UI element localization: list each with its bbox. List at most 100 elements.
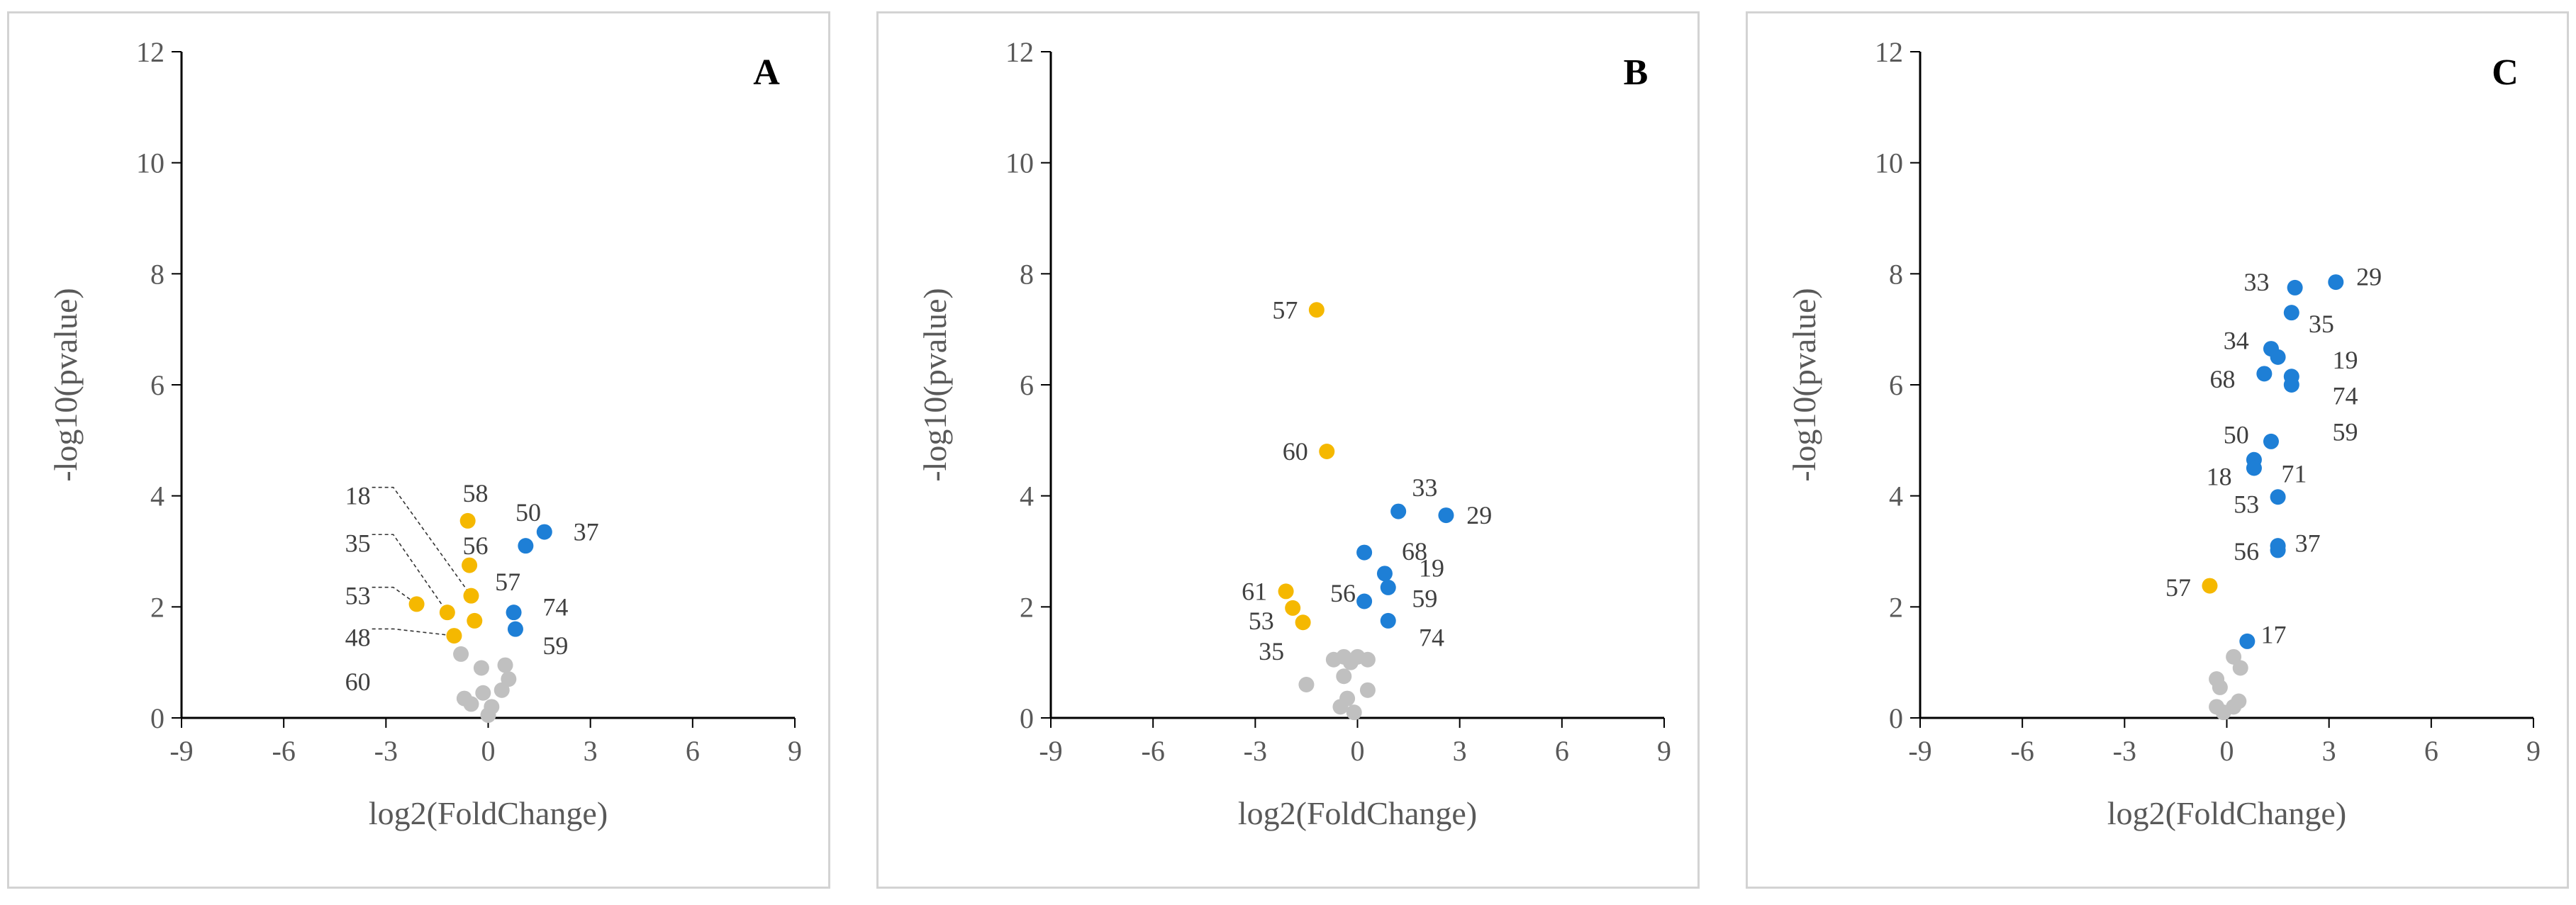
point-label: 37 bbox=[2295, 529, 2321, 557]
y-tick-label: 0 bbox=[150, 702, 165, 734]
data-point-up bbox=[2270, 349, 2286, 365]
point-label: 53 bbox=[2234, 490, 2259, 518]
x-tick-label: 3 bbox=[2322, 735, 2336, 767]
x-tick-label: 9 bbox=[1657, 735, 1671, 767]
data-point-ns bbox=[473, 660, 489, 676]
data-point-up bbox=[536, 524, 552, 540]
chart-panel-c: -9 -6 -3 0 3 6 9 0 2 4 6 8 10 12 log2(FoldChange) -log1… bbox=[1746, 11, 2569, 889]
point-label: 71 bbox=[2281, 459, 2307, 488]
y-tick-label: 4 bbox=[1020, 480, 1034, 512]
data-point-down bbox=[439, 605, 455, 621]
point-label: 35 bbox=[345, 529, 371, 557]
x-tick-label: -3 bbox=[1244, 735, 1267, 767]
point-label: 50 bbox=[515, 498, 541, 527]
y-tick-label: 2 bbox=[150, 591, 165, 623]
y-tick-label: 8 bbox=[150, 258, 165, 290]
y-tick-label: 0 bbox=[1889, 702, 1903, 734]
data-point-up bbox=[2246, 460, 2262, 476]
y-axis-title: -log10(pvalue) bbox=[48, 288, 84, 481]
point-label: 60 bbox=[345, 668, 371, 696]
data-point-down bbox=[459, 512, 476, 529]
data-point-down bbox=[1285, 600, 1301, 616]
data-point-up bbox=[2328, 274, 2344, 291]
data-point-down bbox=[462, 557, 478, 573]
point-label: 53 bbox=[345, 582, 371, 610]
x-tick-label: 0 bbox=[2220, 735, 2234, 767]
point-label: 33 bbox=[2244, 268, 2270, 296]
data-point-down bbox=[467, 612, 483, 629]
y-tick-label: 6 bbox=[150, 369, 165, 401]
data-point-up bbox=[506, 605, 522, 621]
y-tick-label: 8 bbox=[1889, 258, 1903, 290]
point-label: 57 bbox=[2165, 573, 2191, 602]
data-point-up bbox=[1356, 593, 1373, 609]
data-point-up bbox=[1390, 503, 1407, 519]
y-axis-title: -log10(pvalue) bbox=[1786, 288, 1822, 481]
volcano-plot-b: -9 -6 -3 0 3 6 9024681012log2(FoldChange)-log1… bbox=[917, 36, 1671, 831]
data-point-ns bbox=[475, 685, 491, 701]
point-label: 68 bbox=[1402, 537, 1427, 566]
point-label: 59 bbox=[542, 631, 568, 660]
point-label: 74 bbox=[2332, 382, 2358, 410]
data-point-down bbox=[1308, 302, 1325, 318]
point-label: 56 bbox=[2234, 537, 2259, 566]
point-label: 34 bbox=[2224, 326, 2249, 354]
point-label: 56 bbox=[1330, 579, 1356, 607]
data-point-up bbox=[1380, 612, 1396, 629]
leader-line bbox=[372, 534, 448, 613]
panel-letter: C bbox=[2492, 52, 2519, 93]
data-point-ns bbox=[463, 696, 479, 712]
y-tick-label: 10 bbox=[1005, 147, 1034, 179]
data-point-up bbox=[507, 621, 523, 637]
y-tick-label: 6 bbox=[1020, 369, 1034, 401]
data-point-ns bbox=[2212, 679, 2228, 695]
y-tick-label: 12 bbox=[136, 36, 165, 68]
point-label: 50 bbox=[2224, 421, 2249, 449]
data-point-up bbox=[2256, 366, 2273, 382]
point-label: 61 bbox=[1242, 577, 1267, 605]
panel-letter: A bbox=[753, 52, 780, 93]
point-label: 29 bbox=[1466, 501, 1492, 529]
data-point-up bbox=[1438, 507, 1454, 524]
panel-letter: B bbox=[1624, 52, 1649, 93]
data-point-up bbox=[2287, 279, 2303, 296]
data-point-ns bbox=[453, 646, 469, 662]
x-tick-label: 9 bbox=[788, 735, 802, 767]
data-point-up bbox=[2239, 633, 2256, 649]
point-label: 57 bbox=[1272, 296, 1298, 324]
data-point-ns bbox=[2232, 660, 2248, 676]
x-tick-label: -9 bbox=[1039, 735, 1062, 767]
point-label: 74 bbox=[1419, 623, 1444, 651]
data-point-up bbox=[2263, 433, 2279, 449]
data-point-ns bbox=[1325, 651, 1342, 668]
x-tick-label: 0 bbox=[481, 735, 496, 767]
point-label: 57 bbox=[495, 568, 520, 596]
data-point-down bbox=[1278, 583, 1294, 600]
point-label: 19 bbox=[1419, 554, 1444, 583]
x-tick-label: -3 bbox=[374, 735, 398, 767]
x-tick-label: -6 bbox=[2011, 735, 2034, 767]
data-point-up bbox=[2270, 489, 2286, 505]
x-tick-label: 6 bbox=[686, 735, 700, 767]
data-point-ns bbox=[1298, 677, 1315, 692]
chart-panel-b: -9 -6 -3 0 3 6 9 0 2 4 6 8 10 12 log2(FoldChange) -log1… bbox=[876, 11, 1700, 889]
x-tick-label: -6 bbox=[272, 735, 296, 767]
point-label: 19 bbox=[2332, 346, 2358, 374]
y-tick-label: 10 bbox=[136, 147, 165, 179]
y-tick-label: 10 bbox=[1875, 147, 1903, 179]
data-point-down bbox=[408, 596, 425, 612]
point-label: 56 bbox=[462, 532, 488, 560]
y-tick-label: 8 bbox=[1020, 258, 1034, 290]
data-point-ns bbox=[1336, 668, 1352, 685]
point-label: 17 bbox=[2261, 621, 2287, 649]
volcano-plot-c: -9 -6 -3 0 3 6 9024681012log2(FoldChange)-log1… bbox=[1786, 36, 2541, 831]
y-tick-label: 4 bbox=[150, 480, 165, 512]
data-point-up bbox=[1380, 579, 1396, 595]
data-point-up bbox=[2283, 377, 2299, 393]
y-axis-title: -log10(pvalue) bbox=[917, 288, 953, 481]
point-label: 59 bbox=[1412, 585, 1437, 613]
leader-line bbox=[372, 586, 418, 605]
leader-line bbox=[372, 486, 472, 597]
y-tick-label: 2 bbox=[1889, 591, 1903, 623]
x-tick-label: -9 bbox=[1908, 735, 1931, 767]
